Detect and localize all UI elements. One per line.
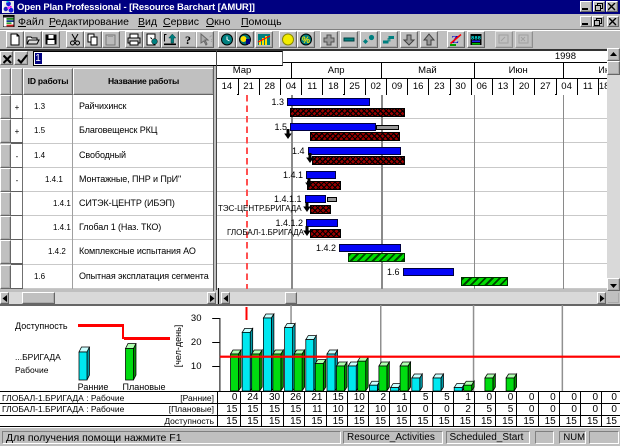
svg-text:?: ? xyxy=(209,34,212,44)
svg-text:%: % xyxy=(302,35,310,45)
svg-text:888: 888 xyxy=(471,35,482,42)
svg-text:?: ? xyxy=(185,33,191,46)
